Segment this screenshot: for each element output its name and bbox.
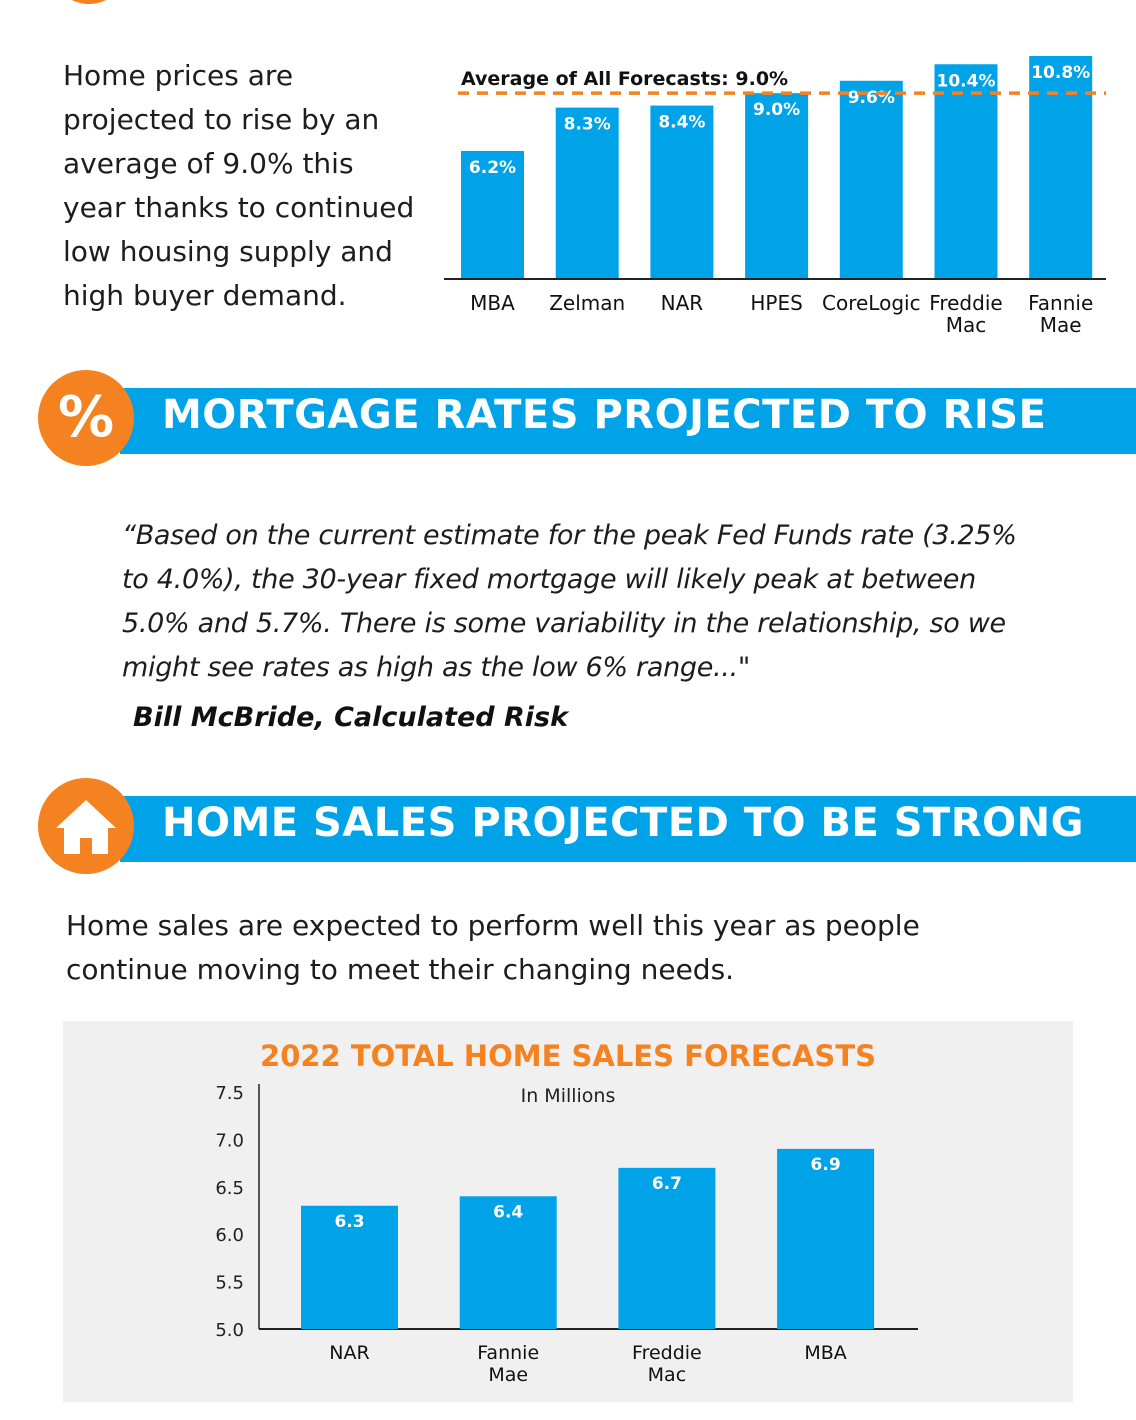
y-tick-label-7-5: 7.5 xyxy=(215,1083,244,1104)
data-label-freddie-mac: 10.4% xyxy=(937,71,996,91)
x-tick-label-freddie-mac-1: Freddie xyxy=(929,291,1002,315)
home-sales-chart-panel: 2022 TOTAL HOME SALES FORECASTS In Milli… xyxy=(63,1021,1073,1402)
quote-attribution: Bill McBride, Calculated Risk xyxy=(133,702,569,733)
home-price-forecast-chart: 6.2% MBA 8.3% Zelman 8.4% NAR 9.0% HPES 9.6% Core… xyxy=(444,56,1106,337)
bar-freddie-mac xyxy=(934,64,998,279)
data-label-mba: 6.2% xyxy=(469,158,516,178)
x-tick-label-nar: NAR xyxy=(661,291,704,315)
mortgage-quote: “Based on the current estimate for the p… xyxy=(122,520,1017,683)
x-tick-label-freddie-mac-2: Mac xyxy=(946,313,987,337)
bar-fannie-mae xyxy=(1029,56,1093,279)
bar-nar xyxy=(301,1205,398,1329)
x-tick-label-fannie-mae-1: Fannie xyxy=(1028,291,1093,315)
x-tick-label-fannie-mae-2: Mae xyxy=(1040,313,1082,337)
y-tick-label-5-0: 5.0 xyxy=(215,1320,244,1341)
data-label-freddie-mac: 6.7 xyxy=(652,1174,682,1194)
bar-corelogic xyxy=(839,80,903,280)
percent-icon: % xyxy=(57,385,115,450)
x-tick-label-nar: NAR xyxy=(329,1342,369,1364)
bar-fannie-mae xyxy=(459,1196,557,1329)
x-tick-label-fannie-mae-1: Fannie xyxy=(477,1342,539,1364)
bar-mba xyxy=(777,1148,875,1329)
x-tick-label-hpes: HPES xyxy=(750,291,802,315)
data-label-mba: 6.9 xyxy=(811,1155,841,1175)
x-tick-label-corelogic: CoreLogic xyxy=(822,291,921,315)
data-label-hpes: 9.0% xyxy=(753,100,800,120)
house-badge xyxy=(38,778,134,874)
percent-badge: % xyxy=(38,370,134,466)
data-label-nar: 6.3 xyxy=(334,1212,364,1232)
sales-section-header: HOME SALES PROJECTED TO BE STRONG xyxy=(38,778,1136,874)
bar-nar xyxy=(650,105,714,279)
chart-title: 2022 TOTAL HOME SALES FORECASTS xyxy=(260,1039,876,1073)
bar-mba xyxy=(461,150,524,279)
x-tick-label-zelman: Zelman xyxy=(549,291,625,315)
data-label-fannie-mae: 6.4 xyxy=(493,1202,523,1222)
x-tick-label-mba: MBA xyxy=(804,1342,846,1364)
mortgage-section-title: MORTGAGE RATES PROJECTED TO RISE xyxy=(162,392,1047,438)
data-label-nar: 8.4% xyxy=(658,113,705,133)
average-annotation: Average of All Forecasts: 9.0% xyxy=(461,68,788,90)
mortgage-header-band xyxy=(120,388,1136,454)
bar-zelman xyxy=(555,107,619,280)
sales-header-band xyxy=(120,796,1136,862)
house-icon xyxy=(56,800,116,854)
bar-hpes xyxy=(745,93,809,279)
sales-section-title: HOME SALES PROJECTED TO BE STRONG xyxy=(162,800,1084,846)
mortgage-section-header: MORTGAGE RATES PROJECTED TO RISE % xyxy=(38,370,1136,466)
x-tick-label-fannie-mae-2: Mae xyxy=(488,1364,528,1386)
sales-intro-text: Home sales are expected to perform well … xyxy=(66,909,920,986)
data-label-corelogic: 9.6% xyxy=(848,88,895,108)
y-tick-label-6-0: 6.0 xyxy=(215,1225,244,1246)
x-tick-label-mba: MBA xyxy=(470,291,515,315)
data-label-fannie-mae: 10.8% xyxy=(1031,63,1090,83)
chart-subtitle: In Millions xyxy=(520,1085,616,1107)
y-tick-label-6-5: 6.5 xyxy=(215,1178,244,1199)
price-intro-text: Home prices are projected to rise by an … xyxy=(63,59,415,312)
bar-freddie-mac xyxy=(618,1167,716,1329)
y-tick-label-7-0: 7.0 xyxy=(215,1130,244,1151)
decorative-circle xyxy=(54,0,124,4)
y-tick-label-5-5: 5.5 xyxy=(215,1273,244,1294)
x-tick-label-freddie-mac-2: Mac xyxy=(648,1364,686,1386)
data-label-zelman: 8.3% xyxy=(564,115,611,135)
x-tick-label-freddie-mac-1: Freddie xyxy=(632,1342,702,1364)
